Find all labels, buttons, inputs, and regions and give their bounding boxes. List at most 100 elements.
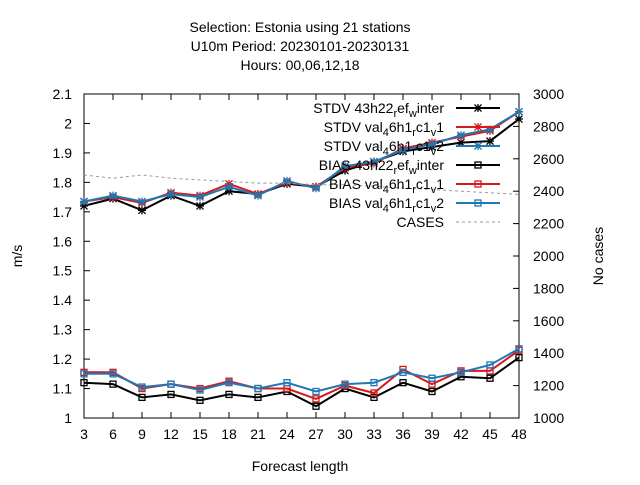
- data-point: [196, 386, 204, 394]
- data-point: [370, 393, 378, 402]
- chart-title-line-2: U10m Period: 20230101-20230131: [191, 38, 410, 54]
- x-tick-label: 45: [482, 426, 498, 442]
- data-point: [486, 125, 494, 134]
- x-tick-label: 42: [453, 426, 469, 442]
- y2-tick-label: 2600: [533, 151, 564, 167]
- legend-entry-2: STDV val46h1rc1v1: [324, 119, 500, 139]
- data-point: [225, 187, 233, 196]
- y-axis-label: m/s: [9, 245, 25, 268]
- data-point: [283, 176, 291, 185]
- y2-tick-label: 1200: [533, 378, 564, 394]
- x-tick-label: 36: [395, 426, 411, 442]
- legend-label-part: r: [412, 203, 416, 215]
- legend-swatch-marker: [474, 180, 482, 188]
- y-tick-label: 1.2: [53, 351, 73, 367]
- data-point: [457, 368, 465, 376]
- data-point: [225, 379, 233, 387]
- y-tick-label: 2.1: [53, 86, 73, 102]
- x-tick-label: 39: [424, 426, 440, 442]
- legend-label-part: 2: [436, 138, 444, 154]
- chart-axes: 3 6 9 12 15 18 21 24 27 30 33 36 39 42 45 4811.11.21.31…: [9, 86, 606, 474]
- legend-label-part: w: [408, 108, 417, 120]
- legend-label-part: ef: [397, 157, 409, 173]
- y-tick-label: 1.5: [53, 263, 73, 279]
- legend-label-part: r: [393, 165, 397, 177]
- data-point: [399, 368, 407, 376]
- legend-label-part: 4: [383, 203, 389, 215]
- legend-swatch-marker: [474, 142, 482, 150]
- series-line: [83, 110, 520, 205]
- legend-label-part: v: [431, 203, 437, 215]
- y-tick-label: 1.7: [53, 204, 73, 220]
- y-tick-label: 2: [64, 115, 72, 131]
- legend-label-part: 4: [383, 184, 389, 196]
- data-point: [312, 184, 320, 193]
- data-point: [370, 157, 378, 166]
- data-point: [80, 370, 88, 378]
- legend-label-part: w: [408, 165, 417, 177]
- series-line: [83, 118, 520, 212]
- data-point: [399, 379, 407, 387]
- legend-label-part: c1: [416, 138, 431, 154]
- y2-tick-label: 1800: [533, 280, 564, 296]
- y-tick-label: 1.4: [53, 292, 73, 308]
- y2-tick-label: 1000: [533, 410, 564, 426]
- y-tick-label: 1.6: [53, 233, 73, 249]
- series-7: [83, 174, 520, 195]
- legend-label-part: 6h1: [389, 138, 413, 154]
- plot-frame: [83, 93, 520, 419]
- data-point: [196, 201, 204, 210]
- legend-label: BIAS 43h22refwinter: [319, 157, 445, 177]
- series-2: [80, 107, 523, 207]
- legend-entry-6: BIAS val46h1rc1v2: [329, 195, 500, 215]
- x-tick-label: 30: [337, 426, 353, 442]
- data-point: [254, 191, 262, 200]
- data-point: [109, 191, 117, 200]
- legend-label-part: r: [412, 146, 416, 158]
- data-point: [341, 162, 349, 171]
- legend-label-part: 1: [436, 119, 444, 135]
- series-line: [83, 174, 520, 195]
- x-tick-label: 24: [279, 426, 295, 442]
- data-point: [225, 390, 233, 399]
- data-point: [80, 201, 88, 210]
- y2-tick-label: 2800: [533, 118, 564, 134]
- legend-label-part: BIAS val: [329, 176, 383, 192]
- y2-tick-label: 2200: [533, 216, 564, 232]
- legend-label-part: STDV val: [324, 119, 383, 135]
- data-point: [80, 379, 88, 387]
- data-point: [486, 361, 494, 369]
- series-line: [83, 356, 520, 408]
- data-point: [457, 131, 465, 140]
- legend-label: STDV val46h1rc1v1: [324, 119, 445, 139]
- legend-label-part: c1: [416, 119, 431, 135]
- data-point: [138, 393, 146, 402]
- legend-label-part: 6h1: [389, 195, 413, 211]
- data-point: [109, 370, 117, 378]
- legend-swatch-marker: [474, 104, 482, 112]
- legend-label-part: inter: [417, 100, 445, 116]
- legend-label-part: BIAS 43h22: [319, 157, 394, 173]
- x-tick-label: 21: [250, 426, 266, 442]
- legend-label-part: r: [412, 127, 416, 139]
- data-point: [312, 402, 320, 410]
- legend-label-part: ef: [397, 100, 409, 116]
- y-tick-label: 1.1: [53, 381, 73, 397]
- legend-label-part: r: [393, 108, 397, 120]
- x-tick-label: 18: [221, 426, 237, 442]
- data-point: [196, 193, 204, 202]
- data-point: [428, 140, 436, 149]
- legend-label: BIAS val46h1rc1v2: [329, 195, 444, 215]
- data-point: [312, 387, 320, 396]
- legend-label-part: 1: [436, 176, 444, 192]
- data-point: [486, 137, 494, 146]
- data-point: [428, 374, 436, 382]
- legend-entry-5: BIAS val46h1rc1v1: [329, 176, 500, 196]
- legend-label-part: c1: [416, 195, 431, 211]
- x-tick-label: 48: [511, 426, 527, 442]
- x-tick-label: 15: [192, 426, 208, 442]
- x-tick-label: 6: [109, 426, 117, 442]
